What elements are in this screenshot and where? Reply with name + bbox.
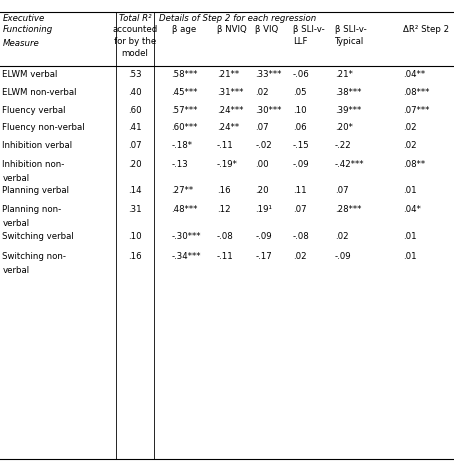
Text: -.11: -.11 bbox=[217, 141, 234, 150]
Text: .38***: .38*** bbox=[335, 88, 361, 97]
Text: -.42***: -.42*** bbox=[335, 160, 365, 169]
Text: .20: .20 bbox=[255, 186, 269, 195]
Text: .10: .10 bbox=[293, 106, 306, 114]
Text: -.09: -.09 bbox=[335, 252, 352, 261]
Text: β NVIQ: β NVIQ bbox=[217, 25, 247, 34]
Text: β VIQ: β VIQ bbox=[255, 25, 278, 34]
Text: Fluency non-verbal: Fluency non-verbal bbox=[2, 123, 85, 132]
Text: .31: .31 bbox=[128, 205, 142, 213]
Text: .19¹: .19¹ bbox=[255, 205, 272, 213]
Text: .16: .16 bbox=[128, 252, 142, 261]
Text: Typical: Typical bbox=[335, 37, 364, 46]
Text: .30***: .30*** bbox=[255, 106, 281, 114]
Text: -.08: -.08 bbox=[293, 232, 310, 241]
Text: β SLI-v-: β SLI-v- bbox=[335, 25, 367, 34]
Text: .07: .07 bbox=[255, 123, 269, 132]
Text: -.18*: -.18* bbox=[172, 141, 192, 150]
Text: .08***: .08*** bbox=[403, 88, 429, 97]
Text: .05: .05 bbox=[293, 88, 306, 97]
Text: Switching non-: Switching non- bbox=[2, 252, 66, 261]
Text: -.09: -.09 bbox=[255, 232, 272, 241]
Text: .02: .02 bbox=[403, 123, 417, 132]
Text: Measure: Measure bbox=[2, 39, 39, 48]
Text: Planning verbal: Planning verbal bbox=[2, 186, 69, 195]
Text: .02: .02 bbox=[255, 88, 269, 97]
Text: .31***: .31*** bbox=[217, 88, 243, 97]
Text: .20*: .20* bbox=[335, 123, 353, 132]
Text: .10: .10 bbox=[128, 232, 142, 241]
Text: accounted: accounted bbox=[113, 25, 158, 34]
Text: .53: .53 bbox=[128, 70, 142, 79]
Text: .01: .01 bbox=[403, 252, 417, 261]
Text: .07: .07 bbox=[293, 205, 306, 213]
Text: -.13: -.13 bbox=[172, 160, 188, 169]
Text: -.06: -.06 bbox=[293, 70, 310, 79]
Text: β SLI-v-: β SLI-v- bbox=[293, 25, 325, 34]
Text: .41: .41 bbox=[128, 123, 142, 132]
Text: verbal: verbal bbox=[2, 174, 30, 182]
Text: .60***: .60*** bbox=[172, 123, 198, 132]
Text: .39***: .39*** bbox=[335, 106, 361, 114]
Text: -.15: -.15 bbox=[293, 141, 310, 150]
Text: -.17: -.17 bbox=[255, 252, 272, 261]
Text: .07: .07 bbox=[128, 141, 142, 150]
Text: .24**: .24** bbox=[217, 123, 239, 132]
Text: .07: .07 bbox=[335, 186, 349, 195]
Text: -.19*: -.19* bbox=[217, 160, 238, 169]
Text: .27**: .27** bbox=[172, 186, 194, 195]
Text: .01: .01 bbox=[403, 232, 417, 241]
Text: -.11: -.11 bbox=[217, 252, 234, 261]
Text: β age: β age bbox=[172, 25, 196, 34]
Text: Planning non-: Planning non- bbox=[2, 205, 62, 213]
Text: .16: .16 bbox=[217, 186, 231, 195]
Text: .28***: .28*** bbox=[335, 205, 361, 213]
Text: .06: .06 bbox=[293, 123, 306, 132]
Text: .02: .02 bbox=[335, 232, 349, 241]
Text: .02: .02 bbox=[293, 252, 306, 261]
Text: .14: .14 bbox=[128, 186, 142, 195]
Text: .45***: .45*** bbox=[172, 88, 198, 97]
Text: .08**: .08** bbox=[403, 160, 425, 169]
Text: .04*: .04* bbox=[403, 205, 421, 213]
Text: ELWM non-verbal: ELWM non-verbal bbox=[2, 88, 77, 97]
Text: verbal: verbal bbox=[2, 266, 30, 275]
Text: .48***: .48*** bbox=[172, 205, 198, 213]
Text: .40: .40 bbox=[128, 88, 142, 97]
Text: model: model bbox=[122, 49, 148, 57]
Text: .24***: .24*** bbox=[217, 106, 243, 114]
Text: Details of Step 2 for each regression: Details of Step 2 for each regression bbox=[159, 14, 316, 23]
Text: Total R²: Total R² bbox=[119, 14, 151, 23]
Text: .21**: .21** bbox=[217, 70, 239, 79]
Text: Inhibition non-: Inhibition non- bbox=[2, 160, 64, 169]
Text: ΔR² Step 2: ΔR² Step 2 bbox=[403, 25, 449, 34]
Text: Fluency verbal: Fluency verbal bbox=[2, 106, 66, 114]
Text: -.30***: -.30*** bbox=[172, 232, 201, 241]
Text: .04**: .04** bbox=[403, 70, 425, 79]
Text: .01: .01 bbox=[403, 186, 417, 195]
Text: .58***: .58*** bbox=[172, 70, 198, 79]
Text: .60: .60 bbox=[128, 106, 142, 114]
Text: Switching verbal: Switching verbal bbox=[2, 232, 74, 241]
Text: -.22: -.22 bbox=[335, 141, 352, 150]
Text: .57***: .57*** bbox=[172, 106, 198, 114]
Text: .20: .20 bbox=[128, 160, 142, 169]
Text: -.02: -.02 bbox=[255, 141, 272, 150]
Text: verbal: verbal bbox=[2, 219, 30, 227]
Text: Executive: Executive bbox=[2, 14, 44, 23]
Text: .00: .00 bbox=[255, 160, 269, 169]
Text: .12: .12 bbox=[217, 205, 231, 213]
Text: LLF: LLF bbox=[293, 37, 307, 46]
Text: .33***: .33*** bbox=[255, 70, 281, 79]
Text: Functioning: Functioning bbox=[2, 25, 53, 34]
Text: Inhibition verbal: Inhibition verbal bbox=[2, 141, 72, 150]
Text: -.08: -.08 bbox=[217, 232, 234, 241]
Text: -.34***: -.34*** bbox=[172, 252, 201, 261]
Text: -.09: -.09 bbox=[293, 160, 310, 169]
Text: .21*: .21* bbox=[335, 70, 353, 79]
Text: .07***: .07*** bbox=[403, 106, 429, 114]
Text: for by the: for by the bbox=[114, 37, 156, 46]
Text: .11: .11 bbox=[293, 186, 306, 195]
Text: .02: .02 bbox=[403, 141, 417, 150]
Text: ELWM verbal: ELWM verbal bbox=[2, 70, 58, 79]
